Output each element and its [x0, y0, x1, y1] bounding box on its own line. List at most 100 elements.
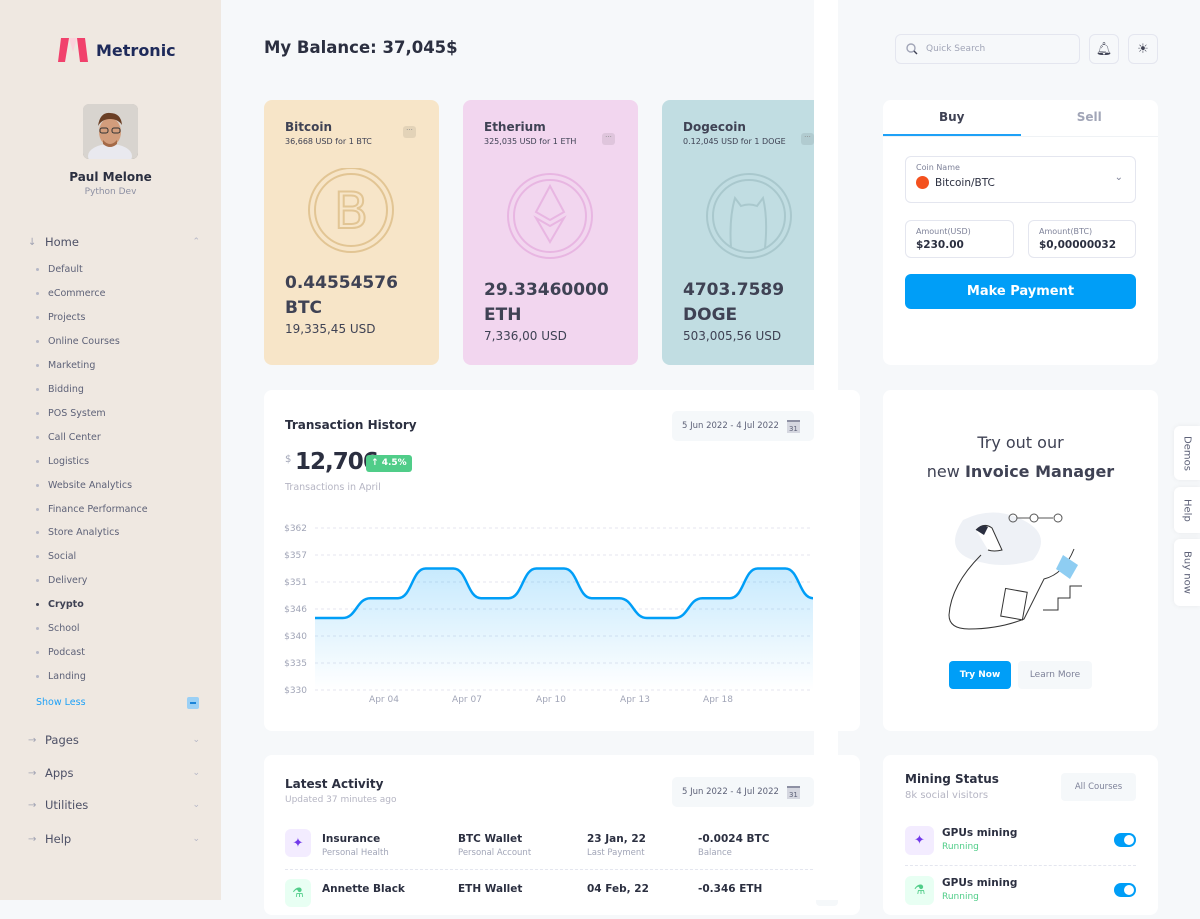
chevron-down-icon: ⌄	[192, 834, 200, 844]
sidebar-subitem[interactable]: Landing	[36, 671, 86, 682]
sidebar-subitem[interactable]: Website Analytics	[36, 480, 132, 491]
chevron-down-icon: ⌄	[192, 800, 200, 810]
svg-text:B: B	[334, 182, 368, 240]
y-tick-label: $346	[284, 605, 307, 615]
bullet-icon	[36, 363, 39, 367]
sidebar-subitem[interactable]: Bidding	[36, 384, 84, 395]
sidebar-subitem[interactable]: School	[36, 623, 80, 634]
sun-icon: ☀	[1137, 41, 1149, 57]
tab-sell[interactable]: Sell	[1076, 110, 1102, 124]
calendar-icon: 31	[786, 785, 800, 799]
chevron-down-icon: ⌄	[1114, 172, 1123, 183]
sidebar-item-section[interactable]: → Help ⌄	[28, 832, 200, 846]
sidebar-item-section[interactable]: → Utilities ⌄	[28, 798, 200, 812]
y-tick-label: $351	[284, 578, 307, 588]
ethereum-coin-icon	[507, 173, 593, 259]
x-tick-label: Apr 10	[536, 695, 566, 705]
bullet-icon	[36, 507, 39, 511]
sidebar-subitem[interactable]: Store Analytics	[36, 527, 119, 538]
sidebar-subitem[interactable]: Online Courses	[36, 336, 120, 347]
sidebar-item-home[interactable]: ↓ Home ⌃	[28, 235, 200, 249]
sidebar-subitem[interactable]: Projects	[36, 312, 85, 323]
search-icon	[906, 43, 918, 55]
sidebar-subitem[interactable]: Delivery	[36, 575, 87, 586]
flask-icon: ⚗	[285, 879, 311, 907]
coin-card-bitcoin[interactable]: Bitcoin 36,668 USD for 1 BTC ··· B 0.445…	[264, 100, 439, 365]
coin-select[interactable]: Coin Name Bitcoin/BTC ⌄	[905, 156, 1136, 203]
make-payment-button[interactable]: Make Payment	[905, 274, 1136, 309]
mining-toggle[interactable]	[1114, 883, 1136, 897]
demos-tab[interactable]: Demos	[1174, 426, 1200, 480]
more-options-icon[interactable]: ···	[801, 133, 814, 145]
bullet-icon	[36, 555, 39, 559]
change-badge: ↑ 4.5%	[366, 455, 412, 472]
arrow-up-icon: ↑	[371, 458, 382, 468]
arrow-down-icon: ↓	[28, 236, 37, 248]
sidebar-subitem[interactable]: Marketing	[36, 360, 95, 371]
sidebar-subitem[interactable]: Social	[36, 551, 76, 562]
chevron-down-icon: ⌄	[192, 768, 200, 778]
help-tab[interactable]: Help	[1174, 487, 1200, 533]
learn-more-button[interactable]: Learn More	[1018, 661, 1092, 689]
sidebar-subitem[interactable]: Logistics	[36, 456, 89, 467]
bitcoin-coin-icon: B	[308, 168, 394, 253]
arrow-right-icon: →	[28, 734, 37, 746]
theme-toggle-button[interactable]: ☀	[1128, 34, 1158, 64]
all-courses-button[interactable]: All Courses	[1061, 773, 1136, 801]
x-tick-label: Apr 07	[452, 695, 482, 705]
sidebar-item-section[interactable]: → Apps ⌄	[28, 766, 200, 780]
sidebar-subitem[interactable]: POS System	[36, 408, 106, 419]
flower-icon: ✦	[905, 826, 934, 855]
coin-card-ethereum[interactable]: Etherium 325,035 USD for 1 ETH ··· 29.33…	[463, 100, 638, 365]
transaction-total: 12,706	[295, 449, 379, 475]
user-role: Python Dev	[84, 187, 137, 197]
chevron-up-icon: ⌃	[192, 237, 200, 247]
try-now-button[interactable]: Try Now	[949, 661, 1011, 689]
bullet-icon	[36, 411, 39, 415]
bullet-icon	[36, 339, 39, 343]
sidebar-item-section[interactable]: → Pages ⌄	[28, 733, 200, 747]
sidebar-subitem[interactable]: Finance Performance	[36, 504, 148, 515]
show-less-link[interactable]: Show Less	[36, 697, 86, 708]
bitcoin-icon	[916, 176, 929, 189]
x-tick-label: Apr 18	[703, 695, 733, 705]
bullet-icon	[36, 627, 39, 631]
amount-usd-field[interactable]: Amount(USD) $230.00	[905, 220, 1014, 258]
more-options-icon[interactable]: ···	[403, 126, 416, 138]
tab-buy[interactable]: Buy	[883, 100, 1021, 136]
arrow-right-icon: →	[28, 833, 37, 845]
avatar[interactable]	[83, 104, 138, 159]
bullet-icon	[36, 651, 39, 655]
flower-icon: ✦	[285, 829, 311, 857]
buy-now-tab[interactable]: Buy now	[1174, 539, 1200, 606]
search-input[interactable]: Quick Search	[895, 34, 1080, 64]
activity-date-range-picker[interactable]: 5 Jun 2022 - 4 Jul 2022 31	[672, 777, 814, 807]
notifications-button[interactable]: 🔔︎	[1089, 34, 1119, 64]
sidebar-subitem[interactable]: eCommerce	[36, 288, 105, 299]
coin-card-dogecoin[interactable]: Dogecoin 0.12,045 USD for 1 DOGE ··· 470…	[662, 100, 837, 365]
mining-toggle[interactable]	[1114, 833, 1136, 847]
bullet-icon	[36, 483, 39, 487]
y-tick-label: $362	[284, 524, 307, 534]
user-name: Paul Melone	[69, 170, 152, 184]
sidebar-subitem[interactable]: Default	[36, 264, 83, 275]
dogecoin-coin-icon	[706, 173, 792, 259]
collapse-icon[interactable]	[187, 697, 199, 709]
bullet-icon	[36, 387, 39, 391]
more-options-icon[interactable]: ···	[602, 133, 615, 145]
arrow-right-icon: →	[28, 799, 37, 811]
sidebar-subitem[interactable]: Crypto	[36, 599, 84, 610]
x-tick-label: Apr 13	[620, 695, 650, 705]
x-tick-label: Apr 04	[369, 695, 399, 705]
date-range-picker[interactable]: 5 Jun 2022 - 4 Jul 2022 31	[672, 411, 814, 441]
table-row[interactable]: ⚗ Annette Black ETH Wallet 04 Feb, 22 -0…	[285, 879, 838, 919]
brand-logo[interactable]: Metronic	[58, 38, 176, 62]
amount-btc-field[interactable]: Amount(BTC) $0,00000032	[1028, 220, 1136, 258]
sidebar-subitem[interactable]: Call Center	[36, 432, 101, 443]
table-row[interactable]: ✦ Insurance Personal Health BTC Wallet Per…	[285, 829, 838, 870]
bullet-icon	[36, 315, 39, 319]
chevron-down-icon: ⌄	[192, 735, 200, 745]
transaction-title: Transaction History	[285, 418, 417, 432]
invoice-illustration	[948, 512, 1082, 630]
sidebar-subitem[interactable]: Podcast	[36, 647, 85, 658]
